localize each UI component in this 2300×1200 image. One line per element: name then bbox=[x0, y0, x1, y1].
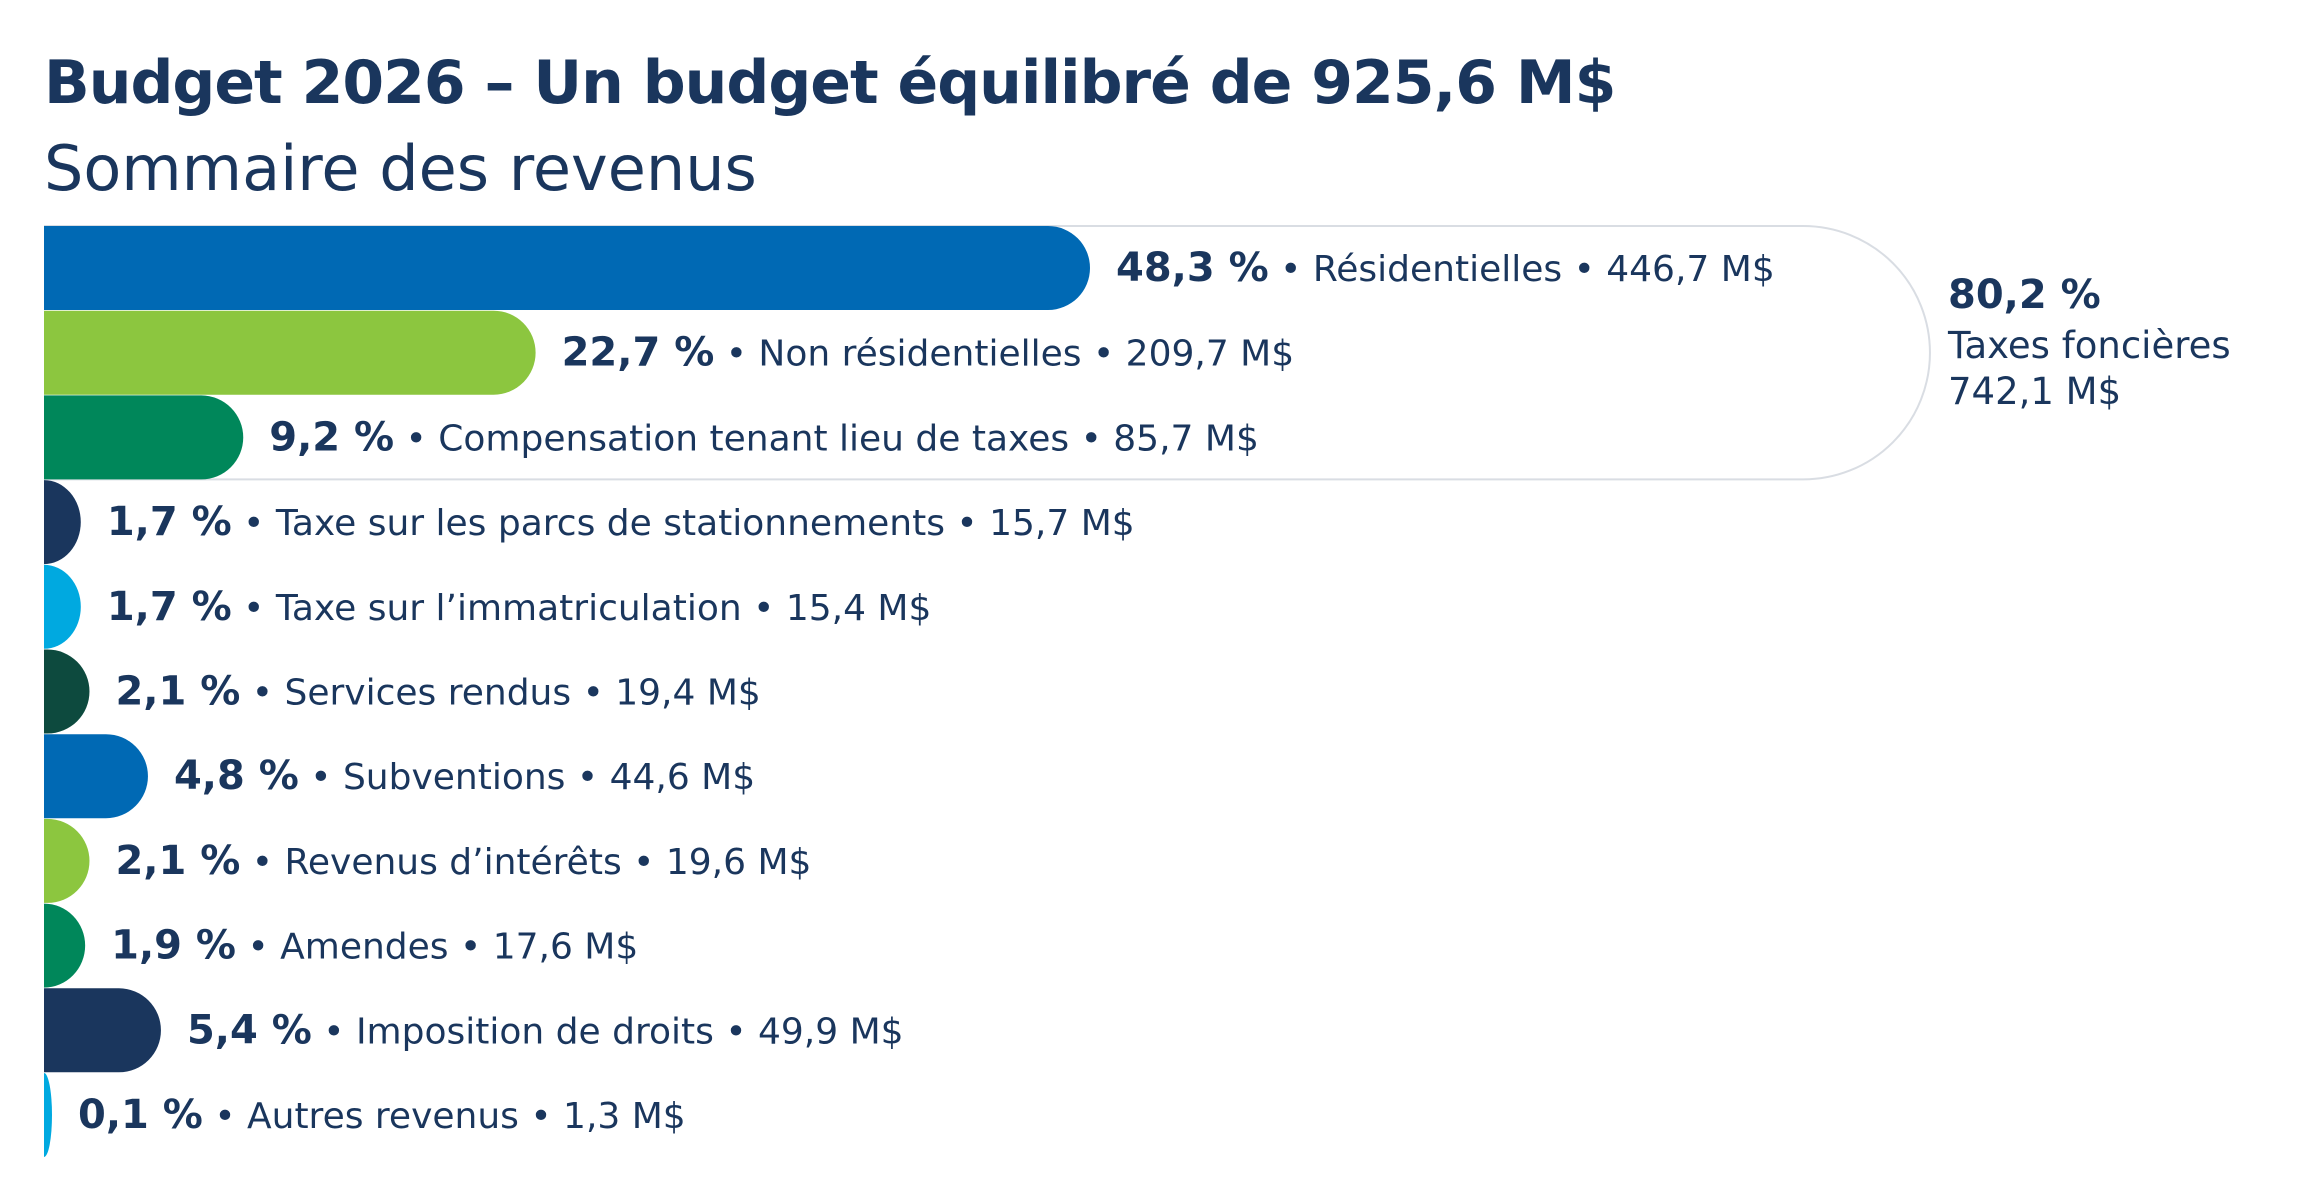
bar-10 bbox=[44, 1073, 52, 1157]
category-label: Résidentielles bbox=[1313, 249, 1562, 290]
bar-label-9: 5,4 % • Imposition de droits • 49,9 M$ bbox=[187, 1007, 904, 1053]
amount-label: 44,6 M$ bbox=[610, 757, 756, 798]
amount-label: 15,4 M$ bbox=[786, 588, 932, 629]
percent-label: 1,7 % bbox=[107, 499, 232, 545]
category-label: Non résidentielles bbox=[758, 334, 1081, 375]
amount-label: 15,7 M$ bbox=[989, 503, 1135, 544]
percent-label: 4,8 % bbox=[174, 753, 299, 799]
category-label: Taxe sur les parcs de stationnements bbox=[275, 503, 945, 544]
bar-6 bbox=[44, 734, 148, 819]
bar-4 bbox=[44, 564, 81, 649]
bar-label-6: 4,8 % • Subventions • 44,6 M$ bbox=[174, 753, 755, 799]
group-outline bbox=[44, 225, 1931, 481]
category-label: Taxe sur l’immatriculation bbox=[275, 588, 742, 629]
category-label: Services rendus bbox=[284, 673, 571, 714]
percent-label: 1,7 % bbox=[107, 584, 232, 630]
group-percent-label: 80,2 % bbox=[1948, 272, 2101, 318]
percent-label: 22,7 % bbox=[562, 330, 715, 376]
amount-label: 85,7 M$ bbox=[1113, 418, 1259, 459]
category-label: Amendes bbox=[280, 927, 448, 968]
chart-subtitle: Sommaire des revenus bbox=[44, 132, 757, 205]
category-label: Subventions bbox=[343, 757, 566, 798]
bar-0 bbox=[44, 226, 1090, 310]
percent-label: 0,1 % bbox=[78, 1092, 203, 1138]
bar-2 bbox=[44, 395, 244, 480]
bar-label-10: 0,1 % • Autres revenus • 1,3 M$ bbox=[78, 1092, 686, 1138]
bar-label-5: 2,1 % • Services rendus • 19,4 M$ bbox=[115, 669, 760, 715]
percent-label: 48,3 % bbox=[1116, 245, 1269, 291]
bar-8 bbox=[44, 903, 86, 988]
bar-label-3: 1,7 % • Taxe sur les parcs de stationnem… bbox=[107, 499, 1135, 545]
bar-3 bbox=[44, 480, 81, 565]
amount-label: 1,3 M$ bbox=[563, 1096, 686, 1137]
chart-title: Budget 2026 – Un budget équilibré de 925… bbox=[44, 48, 1616, 118]
bar-5 bbox=[44, 649, 90, 734]
amount-label: 446,7 M$ bbox=[1606, 249, 1774, 290]
bar-label-4: 1,7 % • Taxe sur l’immatriculation • 15,… bbox=[107, 584, 932, 630]
bar-label-8: 1,9 % • Amendes • 17,6 M$ bbox=[111, 923, 638, 969]
amount-label: 19,4 M$ bbox=[615, 673, 761, 714]
category-label: Compensation tenant lieu de taxes bbox=[438, 418, 1069, 459]
bar-label-7: 2,1 % • Revenus d’intérêts • 19,6 M$ bbox=[115, 838, 811, 884]
category-label: Autres revenus bbox=[247, 1096, 519, 1137]
bar-label-2: 9,2 % • Compensation tenant lieu de taxe… bbox=[269, 414, 1259, 460]
percent-label: 2,1 % bbox=[115, 838, 240, 884]
amount-label: 17,6 M$ bbox=[493, 927, 639, 968]
group-amount-label: 742,1 M$ bbox=[1948, 370, 2122, 413]
category-label: Revenus d’intérêts bbox=[284, 842, 621, 883]
percent-label: 5,4 % bbox=[187, 1007, 312, 1053]
amount-label: 19,6 M$ bbox=[666, 842, 812, 883]
percent-label: 9,2 % bbox=[269, 414, 394, 460]
amount-label: 209,7 M$ bbox=[1126, 334, 1294, 375]
category-label: Imposition de droits bbox=[356, 1011, 714, 1052]
bar-7 bbox=[44, 818, 90, 903]
bar-label-1: 22,7 % • Non résidentielles • 209,7 M$ bbox=[562, 330, 1295, 376]
percent-label: 1,9 % bbox=[111, 923, 236, 969]
percent-label: 2,1 % bbox=[115, 669, 240, 715]
bar-9 bbox=[44, 988, 161, 1073]
bar-label-0: 48,3 % • Résidentielles • 446,7 M$ bbox=[1116, 245, 1775, 291]
group-name-label: Taxes foncières bbox=[1948, 324, 2231, 367]
bar-1 bbox=[44, 310, 536, 395]
amount-label: 49,9 M$ bbox=[758, 1011, 904, 1052]
